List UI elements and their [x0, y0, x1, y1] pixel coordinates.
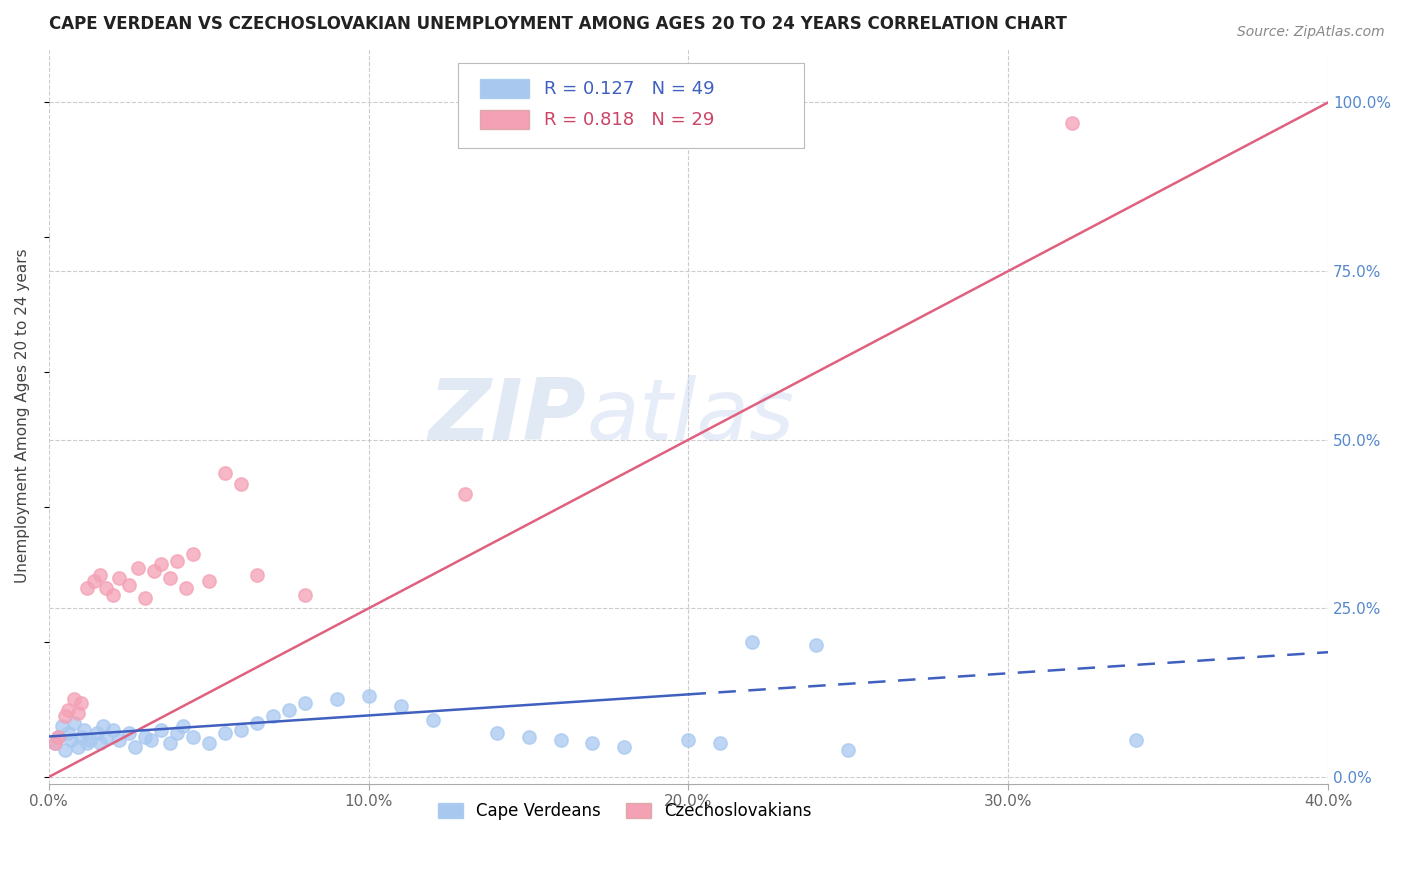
Point [118, 578, 141, 592]
Point [44, 736, 66, 750]
Point [741, 635, 763, 649]
Point [159, 571, 181, 585]
Point [678, 732, 700, 747]
Point [197, 736, 219, 750]
Point [134, 591, 156, 606]
Point [63, 692, 86, 706]
Point [76, 581, 98, 595]
Bar [479, 111, 529, 129]
Point [73, 723, 96, 737]
Text: ZIP: ZIP [429, 375, 586, 458]
Point [143, 564, 166, 578]
Point [53, 709, 76, 723]
Point [262, 709, 284, 723]
Point [149, 558, 172, 572]
Point [108, 732, 131, 747]
Text: atlas: atlas [586, 375, 794, 458]
Point [86, 726, 108, 740]
Point [76, 736, 98, 750]
Text: Source: ZipAtlas.com: Source: ZipAtlas.com [1237, 25, 1385, 39]
Point [46, 730, 69, 744]
Point [181, 730, 204, 744]
Point [166, 726, 188, 740]
Point [277, 702, 299, 716]
Point [69, 696, 91, 710]
Point [613, 739, 636, 754]
Point [229, 476, 252, 491]
Point [709, 736, 731, 750]
Y-axis label: Unemployment Among Ages 20 to 24 years: Unemployment Among Ages 20 to 24 years [15, 249, 30, 583]
FancyBboxPatch shape [458, 63, 804, 148]
Point [66, 739, 89, 754]
Point [581, 736, 603, 750]
Point [294, 696, 316, 710]
Point [181, 547, 204, 561]
Point [1062, 115, 1084, 129]
Bar [479, 79, 529, 98]
Point [159, 736, 181, 750]
Point [214, 467, 236, 481]
Point [453, 486, 475, 500]
Point [56, 726, 79, 740]
Point [806, 639, 828, 653]
Point [837, 743, 859, 757]
Point [197, 574, 219, 589]
Point [139, 732, 162, 747]
Point [63, 716, 86, 731]
Text: CAPE VERDEAN VS CZECHOSLOVAKIAN UNEMPLOYMENT AMONG AGES 20 TO 24 YEARS CORRELATI: CAPE VERDEAN VS CZECHOSLOVAKIAN UNEMPLOY… [49, 15, 1067, 33]
Point [246, 716, 269, 731]
Point [1125, 732, 1147, 747]
Point [172, 719, 194, 733]
Point [422, 713, 444, 727]
Point [89, 736, 111, 750]
Point [83, 574, 105, 589]
Point [108, 571, 131, 585]
Point [66, 706, 89, 720]
Point [517, 730, 540, 744]
Point [44, 736, 66, 750]
Point [214, 726, 236, 740]
Text: R = 0.127   N = 49: R = 0.127 N = 49 [544, 80, 714, 98]
Legend: Cape Verdeans, Czechoslovakians: Cape Verdeans, Czechoslovakians [430, 796, 818, 827]
Point [79, 732, 101, 747]
Point [60, 732, 83, 747]
Point [56, 702, 79, 716]
Point [166, 554, 188, 568]
Point [149, 723, 172, 737]
Point [51, 719, 73, 733]
Point [246, 567, 269, 582]
Point [325, 692, 347, 706]
Point [101, 723, 124, 737]
Point [96, 730, 118, 744]
Point [96, 581, 118, 595]
Point [357, 689, 380, 703]
Point [174, 581, 197, 595]
Point [46, 730, 69, 744]
Point [118, 726, 141, 740]
Point [229, 723, 252, 737]
Text: R = 0.818   N = 29: R = 0.818 N = 29 [544, 111, 714, 128]
Point [550, 732, 572, 747]
Point [485, 726, 508, 740]
Point [69, 730, 91, 744]
Point [294, 588, 316, 602]
Point [101, 588, 124, 602]
Point [91, 719, 114, 733]
Point [127, 561, 149, 575]
Point [124, 739, 146, 754]
Point [89, 567, 111, 582]
Point [389, 699, 412, 714]
Point [53, 743, 76, 757]
Point [134, 730, 156, 744]
